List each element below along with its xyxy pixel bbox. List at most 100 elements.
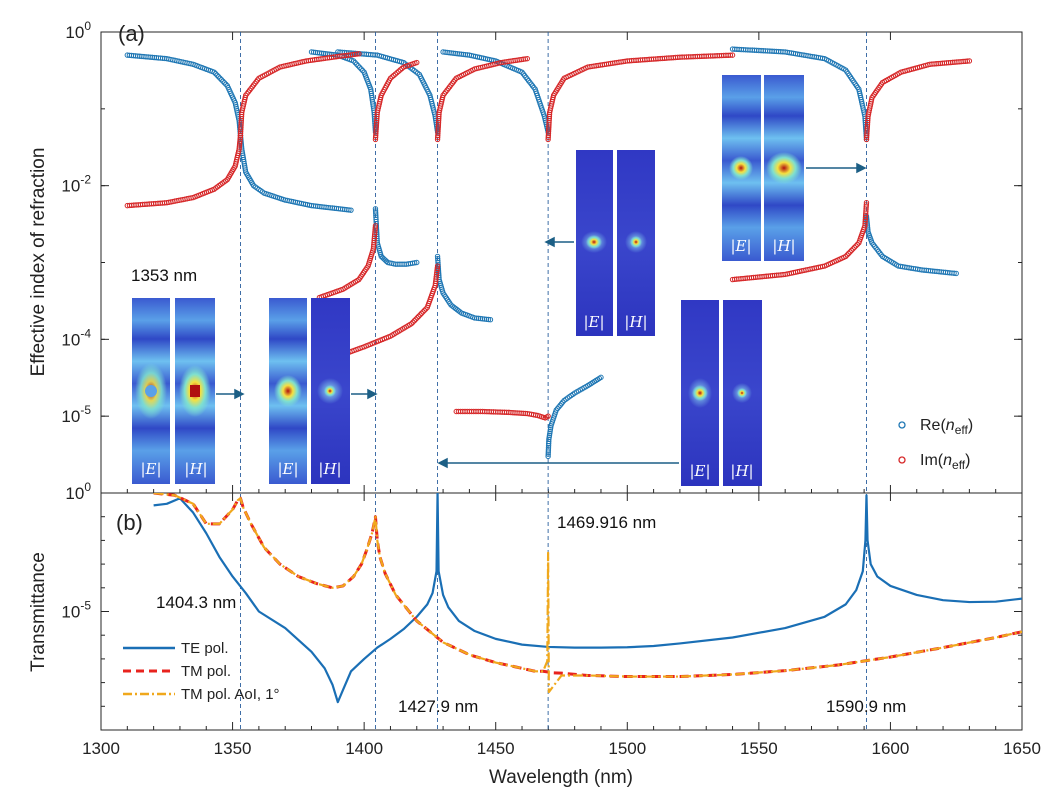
data-point	[851, 244, 858, 251]
scatter-branch	[434, 253, 494, 323]
panel-b-y-tick-exp: -5	[80, 599, 91, 613]
legend-tmaoi-label: TM pol. AoI, 1°	[181, 686, 280, 703]
data-point	[212, 70, 219, 77]
field-label-e: |E|	[689, 462, 710, 480]
x-tick-label: 1500	[608, 739, 646, 758]
data-point	[408, 320, 415, 327]
panel-a-y-tick-exp: -2	[80, 173, 91, 187]
data-point	[237, 140, 243, 146]
data-point	[353, 61, 360, 67]
panel-a-label: (a)	[118, 21, 145, 46]
data-point	[215, 73, 222, 80]
data-point	[420, 309, 426, 315]
series-im	[124, 51, 973, 421]
scatter-branch	[453, 408, 551, 421]
panel-b-y-tick-base: 10	[65, 484, 84, 503]
scatter-branch	[545, 52, 736, 143]
data-point	[414, 315, 420, 321]
mode-profile-1428	[681, 300, 762, 486]
panel-b-label: (b)	[116, 510, 143, 535]
panel-a-plot	[124, 46, 973, 460]
data-point	[951, 270, 957, 276]
x-tick-label: 1600	[872, 739, 910, 758]
data-point	[411, 260, 418, 266]
scatter-branch	[335, 263, 441, 360]
data-point	[414, 259, 420, 266]
data-point	[236, 144, 243, 150]
data-point	[358, 66, 364, 72]
scatter-branch	[729, 46, 870, 143]
data-point	[598, 374, 604, 381]
legend-re-label: Re(	[920, 417, 946, 434]
panel-a-y-tick-base: 10	[65, 23, 84, 42]
panel-a-y-tick-base: 10	[61, 177, 80, 196]
legend-n: n	[946, 417, 955, 434]
data-point	[356, 64, 363, 71]
data-point	[485, 316, 492, 323]
data-point	[434, 263, 441, 269]
panel-a-y-tick-label: 10-4	[61, 326, 91, 349]
x-tick-label: 1350	[214, 739, 252, 758]
data-point	[410, 319, 416, 325]
data-point	[953, 270, 959, 277]
scatter-branch	[729, 200, 870, 283]
legend-sub: eff	[952, 458, 966, 472]
annotation-1428: 1427.9 nm	[398, 697, 478, 716]
legend-sub: eff	[955, 423, 969, 437]
data-point	[417, 312, 423, 318]
panel-a-y-tick-label: 100	[65, 19, 91, 42]
data-point	[418, 310, 425, 317]
panel-b-y-tick-label: 100	[65, 480, 91, 503]
legend-re-marker	[898, 421, 906, 429]
data-point	[522, 56, 528, 62]
panel-b-y-axis-label: Transmittance	[28, 552, 49, 672]
scatter-branch	[124, 132, 244, 209]
legend-close: )	[965, 452, 970, 469]
data-point	[237, 138, 243, 144]
scatter-branch	[237, 51, 362, 139]
x-tick-label: 1450	[477, 739, 515, 758]
data-point	[850, 246, 856, 252]
panel-a-y-tick-exp: -5	[80, 403, 91, 417]
x-tick-label: 1650	[1003, 739, 1041, 758]
panel-a-y-tick-exp: -4	[80, 326, 91, 340]
x-tick-label: 1300	[82, 739, 120, 758]
panel-a-y-tick-base: 10	[61, 407, 80, 426]
panel-b-y-tick-base: 10	[61, 603, 80, 622]
data-point	[355, 63, 361, 69]
data-point	[211, 69, 217, 75]
data-point	[346, 207, 352, 213]
mode-wavelength-label: 1353 nm	[131, 266, 197, 285]
x-tick-label: 1550	[740, 739, 778, 758]
legend-te-label: TE pol.	[181, 640, 229, 657]
mode-profile-1590	[722, 75, 804, 261]
te-line	[153, 493, 1022, 704]
data-point	[354, 51, 360, 57]
scatter-branch	[316, 223, 379, 301]
panel-a-y-axis-label: Effective index of refraction	[28, 148, 49, 377]
scatter-branch	[545, 374, 604, 460]
data-point	[415, 313, 422, 319]
mode-profile-1470	[576, 150, 655, 336]
panel-b-y-tick-exp: 0	[84, 480, 91, 494]
field-label-e: |E|	[277, 460, 298, 478]
scatter-branch	[237, 132, 354, 213]
panel-a-y-tick-label: 10-2	[61, 173, 91, 196]
panel-a-y-tick-base: 10	[61, 330, 80, 349]
field-labels: |E| |H| |E| |H| |E| |H| |E| |H| |E| |H|	[140, 237, 795, 480]
x-axis-ticks: 1300 1350 1400 1450 1500 1550 1600 1650	[82, 32, 1041, 758]
x-axis-label: Wavelength (nm)	[489, 767, 633, 788]
field-label-h: |H|	[624, 313, 647, 331]
data-point	[842, 253, 849, 260]
data-point	[434, 265, 440, 271]
data-point	[236, 146, 242, 152]
annotation-1470: 1469.916 nm	[557, 513, 656, 532]
data-point	[372, 223, 379, 229]
data-point	[414, 59, 420, 66]
scatter-branch	[863, 58, 973, 143]
data-point	[727, 52, 734, 58]
field-label-e: |E|	[583, 313, 604, 331]
data-point	[236, 142, 243, 148]
